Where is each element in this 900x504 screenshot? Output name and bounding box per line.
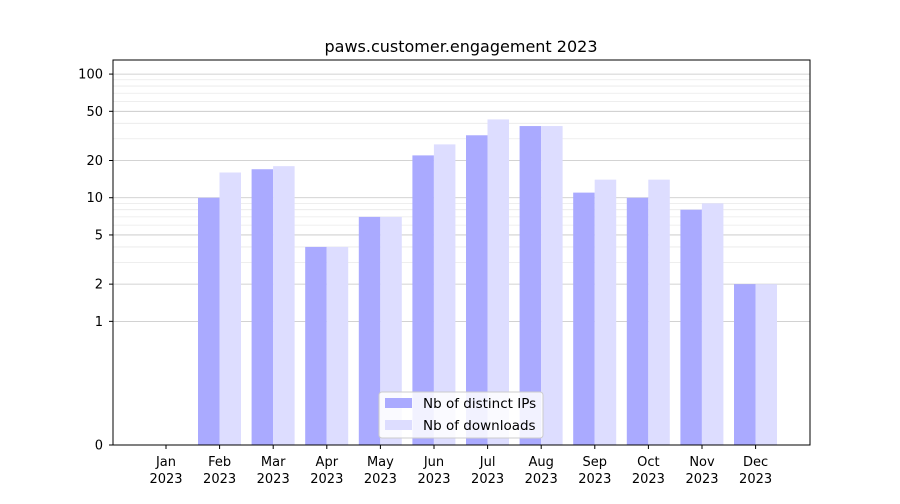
x-tick-label-year: 2023	[364, 472, 397, 487]
x-axis: Jan 2023 Feb 2023 Mar 2023 Apr 2023 May 2023 Jun 20…	[149, 445, 772, 487]
y-tick-label: 0	[95, 439, 103, 454]
y-tick-label: 100	[78, 68, 103, 83]
bar-distinct-ips-dec	[734, 284, 756, 445]
bar-downloads-oct	[648, 179, 670, 446]
x-tick-label-year: 2023	[257, 472, 290, 487]
bar-distinct-ips-feb	[198, 197, 220, 445]
chart-title: paws.customer.engagement 2023	[324, 37, 597, 56]
y-tick-label: 10	[86, 191, 103, 206]
bar-distinct-ips-apr	[305, 246, 327, 445]
bar-distinct-ips-may	[358, 216, 381, 445]
bar-distinct-ips-oct	[626, 197, 649, 445]
bar-distinct-ips-jun	[412, 155, 434, 445]
x-tick-label-year: 2023	[685, 472, 718, 487]
bar-distinct-ips-mar	[251, 169, 274, 445]
legend-swatch-downloads	[385, 420, 412, 430]
x-tick-label-month: Oct	[637, 455, 659, 470]
legend-box	[378, 391, 544, 439]
y-tick-label: 50	[86, 105, 103, 120]
x-tick-label-month: Feb	[208, 455, 231, 470]
bar-distinct-ips-jul	[466, 135, 488, 445]
x-tick-label-month: May	[367, 455, 394, 470]
x-tick-label-month: Dec	[743, 455, 768, 470]
bar-downloads-dec	[755, 284, 777, 445]
x-tick-label-year: 2023	[739, 472, 772, 487]
bar-distinct-ips-sep	[573, 192, 595, 445]
x-tick-label-year: 2023	[149, 472, 182, 487]
x-tick-label-month: Sep	[583, 455, 608, 470]
bar-downloads-sep	[594, 179, 617, 446]
legend-label-downloads: Nb of downloads	[423, 418, 536, 434]
y-tick-label: 20	[86, 154, 103, 169]
y-axis: 0 1 2 5 10 20 50 100	[78, 68, 113, 454]
x-tick-label-year: 2023	[632, 472, 665, 487]
bar-distinct-ips-aug	[519, 126, 542, 445]
x-tick-label-year: 2023	[578, 472, 611, 487]
y-tick-label: 2	[95, 278, 103, 293]
bar-downloads-aug	[541, 126, 563, 445]
bar-downloads-apr	[326, 246, 349, 445]
x-tick-label-month: Apr	[316, 455, 339, 470]
legend: Nb of distinct IPs Nb of downloads	[378, 391, 544, 439]
legend-swatch-distinct-ips	[385, 398, 412, 408]
plot-frame	[112, 59, 811, 446]
bars	[198, 119, 777, 446]
x-tick-label-year: 2023	[203, 472, 236, 487]
y-tick-label: 5	[95, 228, 103, 243]
x-tick-label-year: 2023	[525, 472, 558, 487]
x-tick-label-month: Jul	[479, 455, 496, 470]
bar-downloads-jul	[487, 119, 509, 445]
bar-downloads-jun	[433, 144, 456, 445]
x-tick-label-month: Mar	[261, 455, 286, 470]
bar-downloads-mar	[273, 166, 295, 445]
x-tick-label-month: Jun	[423, 455, 444, 470]
bar-downloads-nov	[701, 203, 724, 445]
x-tick-label-year: 2023	[417, 472, 450, 487]
x-tick-label-month: Jan	[155, 455, 176, 470]
x-tick-label-month: Nov	[689, 455, 715, 470]
bar-downloads-feb	[219, 172, 241, 446]
legend-label-distinct-ips: Nb of distinct IPs	[423, 396, 536, 412]
x-tick-label-month: Aug	[529, 455, 554, 470]
x-tick-label-year: 2023	[310, 472, 343, 487]
bar-downloads-may	[380, 216, 402, 445]
y-tick-label: 1	[95, 315, 103, 330]
x-tick-label-year: 2023	[471, 472, 504, 487]
bar-distinct-ips-nov	[680, 209, 702, 445]
